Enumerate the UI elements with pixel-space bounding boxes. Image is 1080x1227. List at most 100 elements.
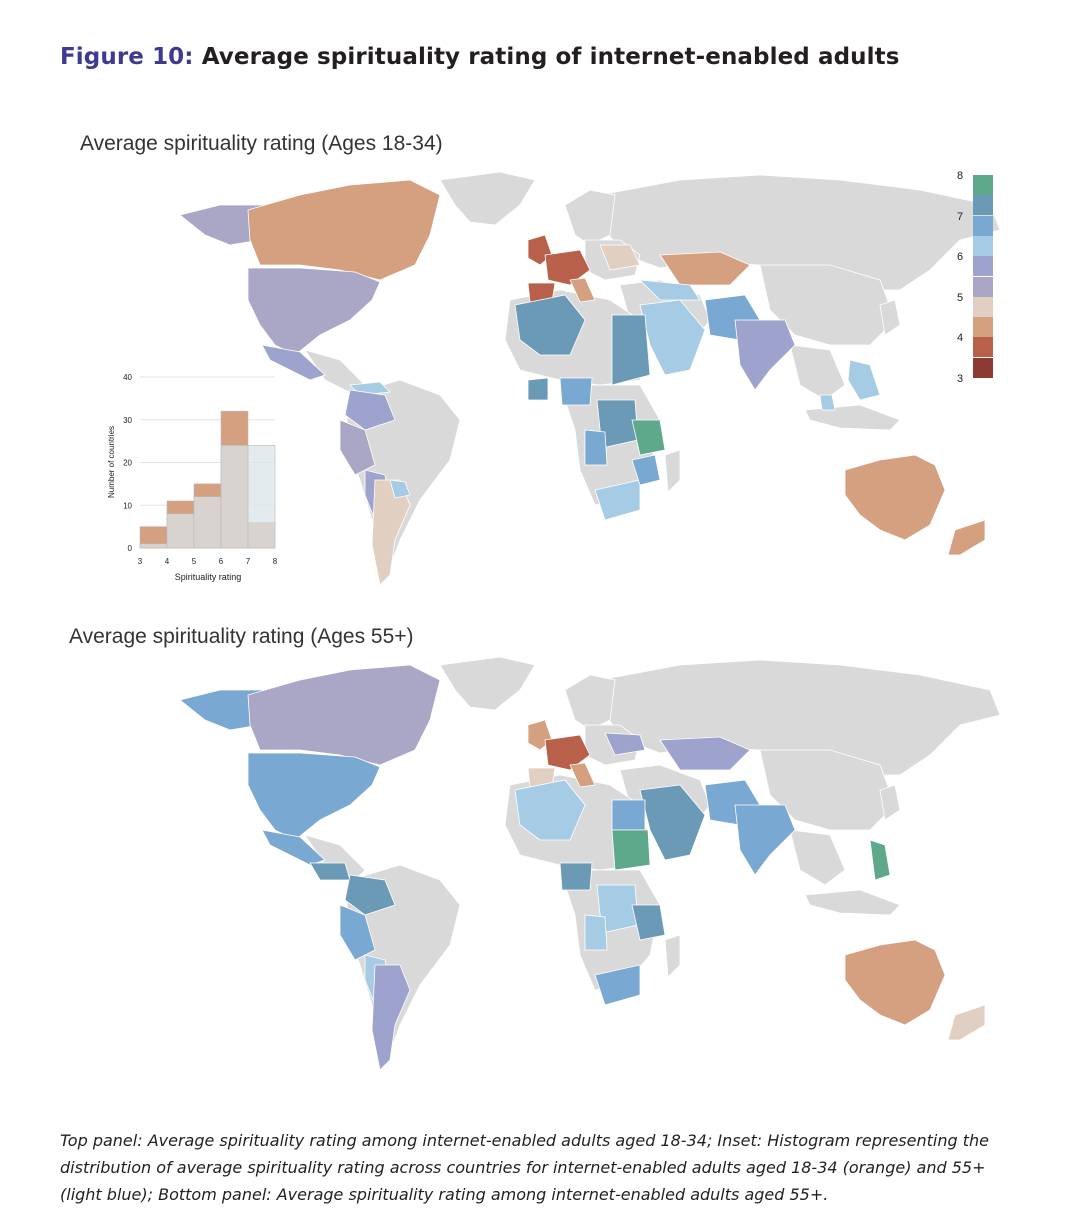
histogram-y-tick-label: 0: [128, 544, 133, 553]
bottom-map-saudi-arabia: [639, 784, 706, 861]
bottom-map-uk-ireland: [527, 719, 553, 751]
bottom-map-pakistan-region: [704, 779, 761, 826]
top-map-france-germany: [544, 249, 591, 286]
legend-tick-label: 4: [957, 332, 964, 345]
top-map-kenya-tanzania: [631, 419, 666, 456]
bottom-map-russia: [599, 659, 1001, 776]
bottom-map-peru-ecuador: [339, 904, 376, 961]
legend-swatch: [973, 256, 993, 277]
top-map-india: [734, 319, 796, 391]
top-map-mozambique-region: [631, 454, 661, 486]
bottom-map-kenya-tanzania: [631, 904, 666, 941]
bottom-map-alaska: [179, 689, 266, 731]
top-map-saudi-arabia: [639, 299, 706, 376]
top-map-mexico: [261, 344, 326, 381]
top-map-madagascar: [664, 449, 681, 493]
top-map-scandinavia: [564, 189, 616, 246]
top-map-west-africa: [527, 377, 549, 401]
histogram-x-tick-label: 7: [246, 557, 251, 566]
bottom-map-philippines: [869, 839, 891, 881]
top-map-canada: [247, 179, 441, 281]
legend-swatch: [973, 215, 993, 236]
histogram-y-tick-label: 30: [123, 416, 132, 425]
bottom-map-middle-east: [619, 764, 711, 831]
bottom-map-canada: [247, 664, 441, 766]
bottom-map-france: [544, 734, 591, 771]
histogram-x-tick-label: 5: [192, 557, 197, 566]
top-map-usa: [247, 267, 381, 356]
bottom-map-new-zealand: [947, 1004, 986, 1041]
bottom-map-se-asia: [789, 829, 846, 886]
histogram-y-ticks: 0 10 20 30 40: [123, 373, 132, 553]
bottom-map-scandinavia: [564, 674, 616, 731]
histogram-bar-ages-55-plus: [193, 496, 222, 549]
histogram-x-tick-label: 3: [138, 557, 143, 566]
figure-label-separator: :: [184, 44, 194, 70]
histogram-bar-ages-55-plus: [220, 445, 249, 549]
histogram-x-ticks: 3 4 5 6 7 8: [138, 557, 278, 566]
top-map-philippines: [847, 359, 881, 401]
bottom-map-nigeria-region: [559, 862, 593, 891]
legend-swatch: [973, 337, 993, 358]
histogram-inset: 0 10 20 30 40 3 4 5 6 7 8 Spirituality rating Num…: [107, 373, 278, 582]
bottom-map-sudan: [611, 829, 651, 871]
legend-swatch: [973, 195, 993, 216]
bottom-map-colombia-venezuela: [344, 874, 396, 916]
top-map-australia: [844, 454, 946, 541]
bottom-map-usa: [247, 752, 381, 841]
bottom-map-central-america: [304, 834, 366, 881]
bottom-map-mexico: [261, 829, 326, 866]
bottom-map-bolivia-chile: [364, 954, 391, 1006]
bottom-map-south-africa: [594, 964, 641, 1006]
top-map-egypt-sudan: [611, 314, 651, 386]
bottom-map-india: [734, 804, 796, 876]
top-map-uruguay: [389, 479, 411, 499]
bottom-map-greenland: [439, 656, 536, 711]
histogram-x-tick-label: 4: [165, 557, 170, 566]
bottom-panel-title: Average spirituality rating (Ages 55+): [69, 625, 414, 648]
figure-label: Figure 10: [60, 44, 185, 70]
top-map-new-zealand: [947, 519, 986, 556]
bottom-map-indonesia: [804, 889, 901, 916]
bottom-map-madagascar: [664, 934, 681, 978]
top-map-turkey-region: [638, 279, 701, 301]
histogram-x-label: Spirituality rating: [175, 572, 242, 582]
histogram-y-tick-label: 40: [123, 373, 132, 382]
bottom-map-ukraine-region: [604, 732, 646, 756]
figure-title-text: Average spirituality rating of internet-…: [193, 44, 900, 70]
top-map-greenland: [439, 171, 536, 226]
legend-swatch: [973, 317, 993, 338]
histogram-y-tick-label: 10: [123, 501, 132, 510]
legend-swatch: [973, 175, 993, 195]
color-legend: 8 7 6 5 4 3: [952, 170, 1002, 385]
bottom-map-south-america: [344, 864, 461, 1066]
legend-tick-label: 7: [957, 210, 964, 223]
histogram-y-label: Number of countries: [107, 426, 116, 498]
top-map-china-region: [759, 264, 896, 346]
histogram-bar-ages-55-plus: [247, 445, 276, 549]
histogram-y-tick-label: 20: [123, 459, 132, 468]
legend-swatch: [973, 276, 993, 297]
figure-caption: Top panel: Average spirituality rating a…: [60, 1131, 989, 1204]
top-map-poland-region: [599, 244, 641, 271]
bottom-map-japan: [879, 784, 901, 821]
bottom-map-east-europe: [584, 724, 641, 766]
top-map-colombia-venezuela: [344, 389, 396, 431]
bottom-map-central-african: [596, 884, 639, 934]
legend-swatch: [973, 296, 993, 317]
bottom-map-land: [179, 656, 1001, 1071]
bottom-map-central-africa: [559, 869, 661, 991]
bottom-map-argentina: [371, 964, 411, 1071]
legend-tick-label: 6: [957, 251, 964, 264]
legend-tick-label: 5: [957, 291, 964, 304]
top-map-nigeria-region: [559, 377, 593, 406]
legend-swatch: [973, 235, 993, 256]
top-map-vietnam: [819, 394, 836, 411]
bottom-map-north-africa: [504, 774, 651, 871]
top-map-land: [179, 171, 1001, 586]
bottom-map-italy: [569, 762, 596, 788]
histogram-bar-ages-55-plus: [139, 543, 168, 549]
figure-title: Figure 10: Average spirituality rating o…: [60, 44, 900, 70]
legend-tick-label: 8: [957, 170, 964, 182]
top-map-angola-region: [584, 429, 608, 466]
